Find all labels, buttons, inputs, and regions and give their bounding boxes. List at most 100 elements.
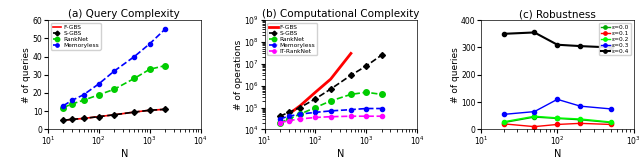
Memoryless (276, 118, 284, 120)
Memoryless (131, 56, 138, 58)
S-GBS (95, 116, 102, 118)
IT-RankNet (347, 115, 355, 117)
Memoryless (68, 99, 76, 101)
Y-axis label: # of queries: # of queries (451, 47, 460, 103)
ε=0.2 (607, 121, 614, 123)
ε=0.1 (554, 123, 561, 125)
F-GBS (285, 113, 292, 115)
Memoryless (80, 94, 88, 96)
ε=0.3 (554, 98, 561, 100)
RankNet (60, 107, 67, 109)
F-GBS (161, 108, 169, 110)
RankNet (312, 107, 319, 109)
S-GBS (312, 98, 319, 100)
S-GBS (347, 74, 355, 76)
S-GBS (285, 111, 292, 113)
ε=0.0 (577, 119, 584, 121)
IT-RankNet (276, 122, 284, 124)
RankNet (110, 88, 118, 90)
ε=0.1 (500, 123, 508, 125)
RankNet (285, 118, 292, 120)
F-GBS (347, 52, 355, 54)
ε=0.4 (607, 46, 614, 48)
RankNet (296, 113, 304, 115)
Title: (a) Query Complexity: (a) Query Complexity (68, 9, 180, 19)
ε=0.2 (554, 117, 561, 119)
Memoryless (347, 109, 355, 111)
F-GBS (110, 114, 118, 116)
ε=0.2 (577, 118, 584, 120)
S-GBS (60, 119, 67, 121)
RankNet (131, 77, 138, 79)
ε=0.2 (500, 121, 508, 123)
Line: F-GBS: F-GBS (63, 109, 165, 120)
IT-RankNet (312, 116, 319, 118)
S-GBS (362, 65, 370, 67)
ε=0.1 (577, 122, 584, 124)
Memoryless (312, 111, 319, 113)
ε=0.4 (500, 33, 508, 35)
S-GBS (80, 117, 88, 119)
ε=0.4 (577, 45, 584, 47)
F-GBS (60, 119, 67, 121)
F-GBS (312, 91, 319, 93)
Memoryless (296, 113, 304, 115)
Line: ε=0.1: ε=0.1 (502, 121, 612, 129)
Line: ε=0.4: ε=0.4 (502, 30, 612, 50)
F-GBS (327, 78, 335, 80)
IT-RankNet (378, 115, 385, 117)
S-GBS (161, 108, 169, 110)
Memoryless (110, 70, 118, 72)
IT-RankNet (327, 116, 335, 118)
IT-RankNet (285, 120, 292, 122)
Memoryless (161, 28, 169, 30)
Title: (c) Robustness: (c) Robustness (519, 9, 596, 19)
Line: ε=0.2: ε=0.2 (502, 114, 612, 124)
IT-RankNet (296, 118, 304, 120)
ε=0.3 (531, 111, 538, 113)
Legend: ε=0.0, ε=0.1, ε=0.2, ε=0.3, ε=0.4: ε=0.0, ε=0.1, ε=0.2, ε=0.3, ε=0.4 (599, 23, 630, 55)
RankNet (347, 93, 355, 95)
S-GBS (110, 114, 118, 116)
S-GBS (146, 109, 154, 111)
ε=0.0 (554, 117, 561, 119)
Memoryless (60, 105, 67, 107)
ε=0.3 (577, 105, 584, 107)
X-axis label: N: N (337, 149, 344, 159)
RankNet (362, 91, 370, 93)
Memoryless (327, 110, 335, 112)
F-GBS (131, 111, 138, 113)
Title: (b) Computational Complexity: (b) Computational Complexity (262, 9, 419, 19)
Line: Memoryless: Memoryless (278, 107, 383, 121)
ε=0.2 (531, 115, 538, 117)
Line: ε=0.0: ε=0.0 (502, 115, 612, 125)
Memoryless (146, 43, 154, 45)
RankNet (80, 99, 88, 101)
ε=0.1 (531, 126, 538, 128)
RankNet (95, 94, 102, 96)
Y-axis label: # of operations: # of operations (234, 40, 243, 110)
RankNet (276, 122, 284, 124)
RankNet (327, 100, 335, 102)
S-GBS (68, 118, 76, 120)
ε=0.3 (607, 108, 614, 110)
F-GBS (146, 109, 154, 111)
F-GBS (68, 118, 76, 120)
F-GBS (296, 105, 304, 107)
Line: F-GBS: F-GBS (289, 53, 351, 114)
S-GBS (276, 115, 284, 117)
ε=0.4 (531, 31, 538, 33)
Line: S-GBS: S-GBS (278, 53, 383, 118)
ε=0.3 (500, 113, 508, 115)
Memoryless (285, 115, 292, 117)
Memoryless (378, 108, 385, 110)
Memoryless (362, 108, 370, 110)
Line: RankNet: RankNet (277, 90, 384, 125)
Legend: F-GBS, S-GBS, RankNet, Memoryless: F-GBS, S-GBS, RankNet, Memoryless (51, 23, 100, 50)
RankNet (68, 103, 76, 105)
IT-RankNet (362, 115, 370, 117)
S-GBS (296, 107, 304, 109)
F-GBS (95, 116, 102, 118)
ε=0.0 (500, 121, 508, 123)
Line: ε=0.3: ε=0.3 (502, 97, 612, 116)
